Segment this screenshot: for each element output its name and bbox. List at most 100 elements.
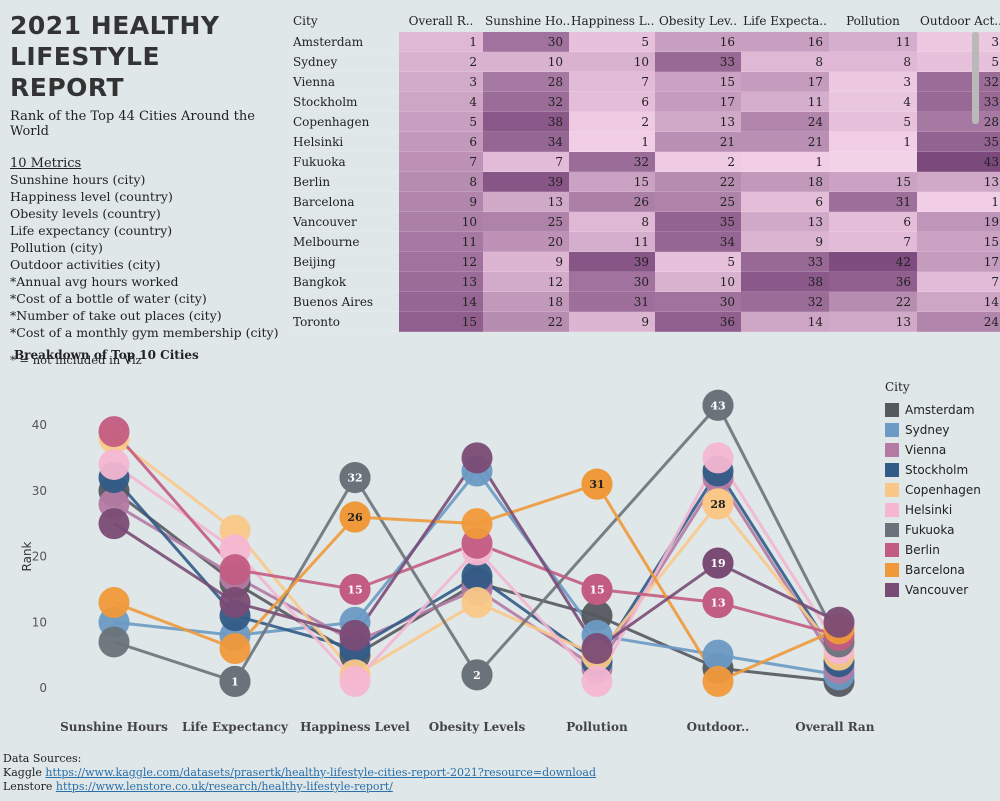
table-scrollbar[interactable] [972,32,979,124]
rank-cell: 1 [569,131,655,152]
rank-cell: 15 [569,171,655,192]
rank-cell: 32 [917,71,1000,92]
rank-cell: 18 [483,291,569,312]
table-row[interactable]: Fukuoka 7 7 32 2 1 43 [287,151,1000,172]
table-row[interactable]: Bangkok 13 12 30 10 38 36 7 [287,271,1000,292]
table-row[interactable]: Berlin 8 39 15 22 18 15 13 [287,171,1000,192]
legend-item[interactable]: Vancouver [885,580,981,600]
rank-cell: 17 [741,71,829,92]
labeled-point [461,659,493,691]
table-body: Amsterdam 1 30 5 16 16 11 3 Sydney 2 10 10 33 8 8 5 Vien… [287,32,1000,332]
rank-cell: 26 [569,191,655,212]
lenstore-link[interactable]: https://www.lenstore.co.uk/research/heal… [55,780,393,793]
column-header[interactable]: Overall R.. [399,10,483,32]
labeled-point [339,573,371,605]
rank-cell: 31 [829,191,917,212]
column-header-city[interactable]: City [287,10,399,32]
table-row[interactable]: Copenhagen 5 38 2 13 24 5 28 [287,111,1000,132]
rank-cell: 21 [741,131,829,152]
table-row[interactable]: Melbourne 11 20 11 34 9 7 15 [287,231,1000,252]
rank-cell: 10 [399,211,483,232]
metric-item: Outdoor activities (city) [10,257,161,272]
legend-item[interactable]: Helsinki [885,500,981,520]
table-row[interactable]: Toronto 15 22 9 36 14 13 24 [287,311,1000,332]
legend-item[interactable]: Berlin [885,540,981,560]
legend-swatch [885,483,899,497]
table-row[interactable]: Helsinki 6 34 1 21 21 1 35 [287,131,1000,152]
legend-item[interactable]: Fukuoka [885,520,981,540]
column-header[interactable]: Obesity Lev.. [655,10,741,32]
table-row[interactable]: Sydney 2 10 10 33 8 8 5 [287,51,1000,72]
column-header[interactable]: Happiness L.. [569,10,655,32]
rank-cell: 9 [569,311,655,332]
data-point [702,639,734,671]
rank-cell: 19 [917,211,1000,232]
table-row[interactable]: Barcelona 9 13 26 25 6 31 1 [287,191,1000,212]
rank-cell: 21 [655,131,741,152]
legend-item[interactable]: Vienna [885,440,981,460]
labeled-point [702,488,734,520]
table-row[interactable]: Vienna 3 28 7 15 17 3 32 [287,71,1000,92]
metric-item: Happiness level (country) [10,189,173,204]
legend-label: Vancouver [905,583,969,597]
rank-cell: 1 [917,191,1000,212]
table-row[interactable]: Stockholm 4 32 6 17 11 4 33 [287,91,1000,112]
rank-cell: 33 [741,251,829,272]
rank-cell: 32 [569,151,655,172]
city-cell: Barcelona [287,191,399,212]
data-point [339,665,371,697]
rank-cell: 24 [917,311,1000,332]
rank-cell: 8 [399,171,483,192]
column-header[interactable]: Outdoor Act.. [917,10,1000,32]
legend-item[interactable]: Stockholm [885,460,981,480]
city-cell: Bangkok [287,271,399,292]
data-point [219,554,251,586]
rank-cell: 16 [655,32,741,52]
table-row[interactable]: Vancouver 10 25 8 35 13 6 19 [287,211,1000,232]
rank-cell: 36 [655,311,741,332]
data-label: 19 [710,557,725,570]
legend-swatch [885,503,899,517]
legend-item[interactable]: Copenhagen [885,480,981,500]
series-line-fukuoka [113,402,841,684]
column-header[interactable]: Pollution [829,10,917,32]
rank-cell: 4 [829,91,917,112]
column-header[interactable]: Sunshine Ho.. [483,10,569,32]
rank-cell: 15 [399,311,483,332]
rank-cell: 9 [399,191,483,212]
legend-label: Berlin [905,543,940,557]
city-cell: Toronto [287,311,399,332]
rank-cell: 5 [917,51,1000,72]
legend-label: Sydney [905,423,950,437]
rank-cell: 15 [655,71,741,92]
legend-item[interactable]: Amsterdam [885,400,981,420]
rank-cell: 3 [829,71,917,92]
labeled-point [339,462,371,494]
rank-cell: 16 [741,32,829,52]
rank-cell: 10 [483,51,569,72]
data-label: 43 [710,399,725,412]
x-category-label: Outdoor.. [687,720,750,734]
metric-item: *Annual avg hours worked [10,274,179,289]
rank-table-container[interactable]: City Overall R.. Sunshine Ho.. Happiness L.… [287,10,1000,332]
table-row[interactable]: Buenos Aires 14 18 31 30 32 22 14 [287,291,1000,312]
column-header[interactable]: Life Expecta.. [741,10,829,32]
data-label: 32 [347,472,362,485]
data-point [339,619,371,651]
table-row[interactable]: Amsterdam 1 30 5 16 16 11 3 [287,32,1000,52]
x-category-label: Overall Rank [795,720,875,734]
rank-cell: 17 [917,251,1000,272]
legend-item[interactable]: Sydney [885,420,981,440]
data-label: 15 [589,583,604,596]
rank-cell: 2 [655,151,741,172]
rank-cell: 30 [569,271,655,292]
rank-cell: 9 [483,251,569,272]
legend-item[interactable]: Barcelona [885,560,981,580]
rank-cell: 17 [655,91,741,112]
x-category-label: Life Expectancy [182,720,289,734]
rank-cell: 18 [741,171,829,192]
kaggle-link[interactable]: https://www.kaggle.com/datasets/prasertk… [45,766,597,779]
y-tick-label: 30 [32,484,47,498]
table-row[interactable]: Beijing 12 9 39 5 33 42 17 [287,251,1000,272]
rank-cell: 8 [569,211,655,232]
